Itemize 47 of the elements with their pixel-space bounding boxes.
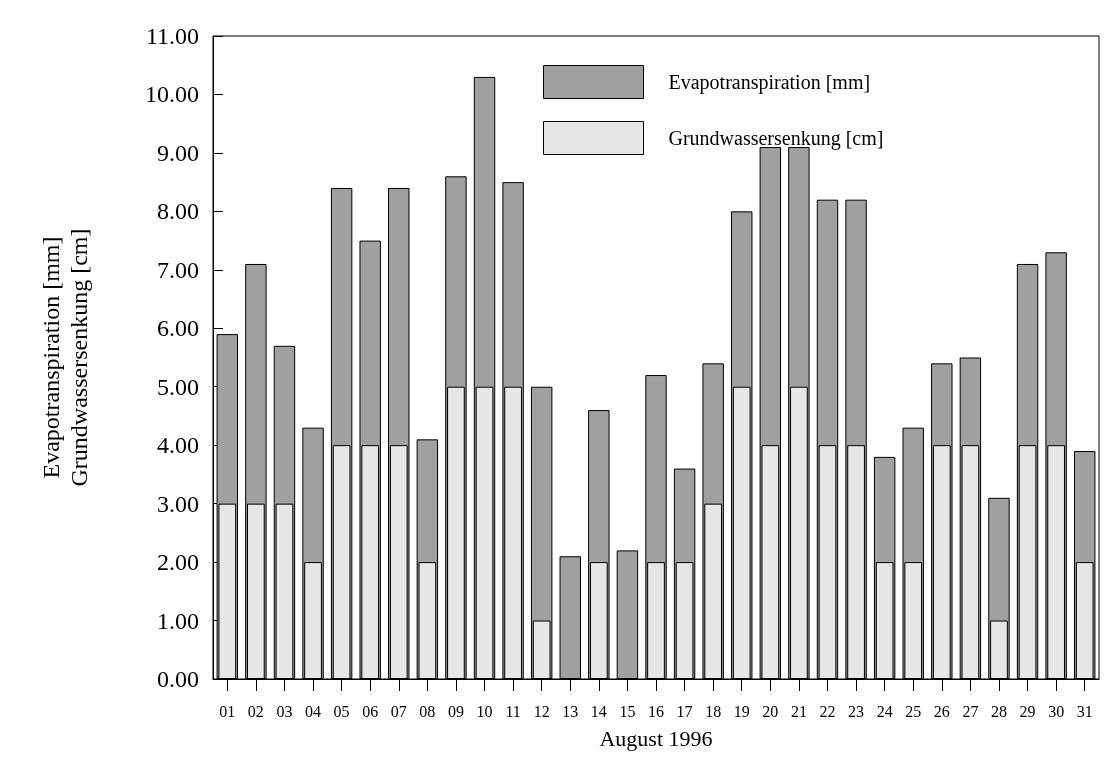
y-tick-label: 3.00: [157, 490, 199, 517]
y-tick-label: 5.00: [157, 373, 199, 400]
x-tick-label: 05: [333, 702, 350, 720]
x-tick-label: 21: [790, 702, 807, 720]
y-tick-label: 8.00: [157, 198, 199, 225]
x-tick-label: 12: [533, 702, 550, 720]
legend-label: Evapotranspiration [mm]: [668, 71, 871, 94]
x-tick-label: 13: [562, 702, 579, 720]
y-tick-label: 4.00: [157, 432, 199, 459]
y-tick-label: 6.00: [157, 315, 199, 342]
x-tick-label: 30: [1048, 702, 1065, 720]
x-tick-label: 20: [762, 702, 779, 720]
y-tick-label: 7.00: [157, 256, 199, 283]
x-tick-label: 19: [733, 702, 750, 720]
y-tick-label: 1.00: [157, 607, 199, 634]
x-tick-label: 22: [819, 702, 836, 720]
y-tick-label: 9.00: [157, 139, 199, 166]
x-axis-title: August 1996: [599, 725, 713, 751]
x-tick-label: 10: [476, 702, 493, 720]
x-tick-label: 09: [447, 702, 464, 720]
x-tick-label: 28: [990, 702, 1007, 720]
x-tick-label: 07: [390, 702, 407, 720]
y-tick-label: 11.00: [145, 23, 199, 49]
x-tick-label: 26: [933, 702, 950, 720]
x-tick-label: 06: [362, 702, 379, 720]
x-tick-label: 24: [876, 702, 893, 720]
x-tick-label: 31: [1076, 702, 1093, 720]
x-tick-label: 04: [305, 702, 322, 720]
x-tick-label: 29: [1019, 702, 1036, 720]
legend-label: Grundwassersenkung [cm]: [668, 127, 884, 150]
x-tick-label: 01: [219, 702, 236, 720]
x-tick-label: 18: [705, 702, 722, 720]
y-tick-label: 0.00: [157, 666, 199, 692]
y-tick-label: 2.00: [157, 549, 199, 576]
x-tick-label: 23: [848, 702, 865, 720]
x-tick-label: 15: [619, 702, 636, 720]
x-tick-label: 08: [419, 702, 436, 720]
y-tick-label: 10.00: [145, 81, 199, 108]
x-tick-label: 16: [648, 702, 664, 720]
y-axis-title: Evapotranspiration [mm] Grundwassersenkung [cm]: [38, 228, 92, 487]
x-tick-label: 25: [905, 702, 922, 720]
x-tick-label: 27: [962, 702, 979, 720]
x-tick-label: 11: [505, 702, 521, 720]
x-tick-label: 02: [247, 702, 264, 720]
x-tick-label: 17: [676, 702, 693, 720]
x-tick-label: 03: [276, 702, 293, 720]
x-tick-label: 14: [590, 702, 607, 720]
